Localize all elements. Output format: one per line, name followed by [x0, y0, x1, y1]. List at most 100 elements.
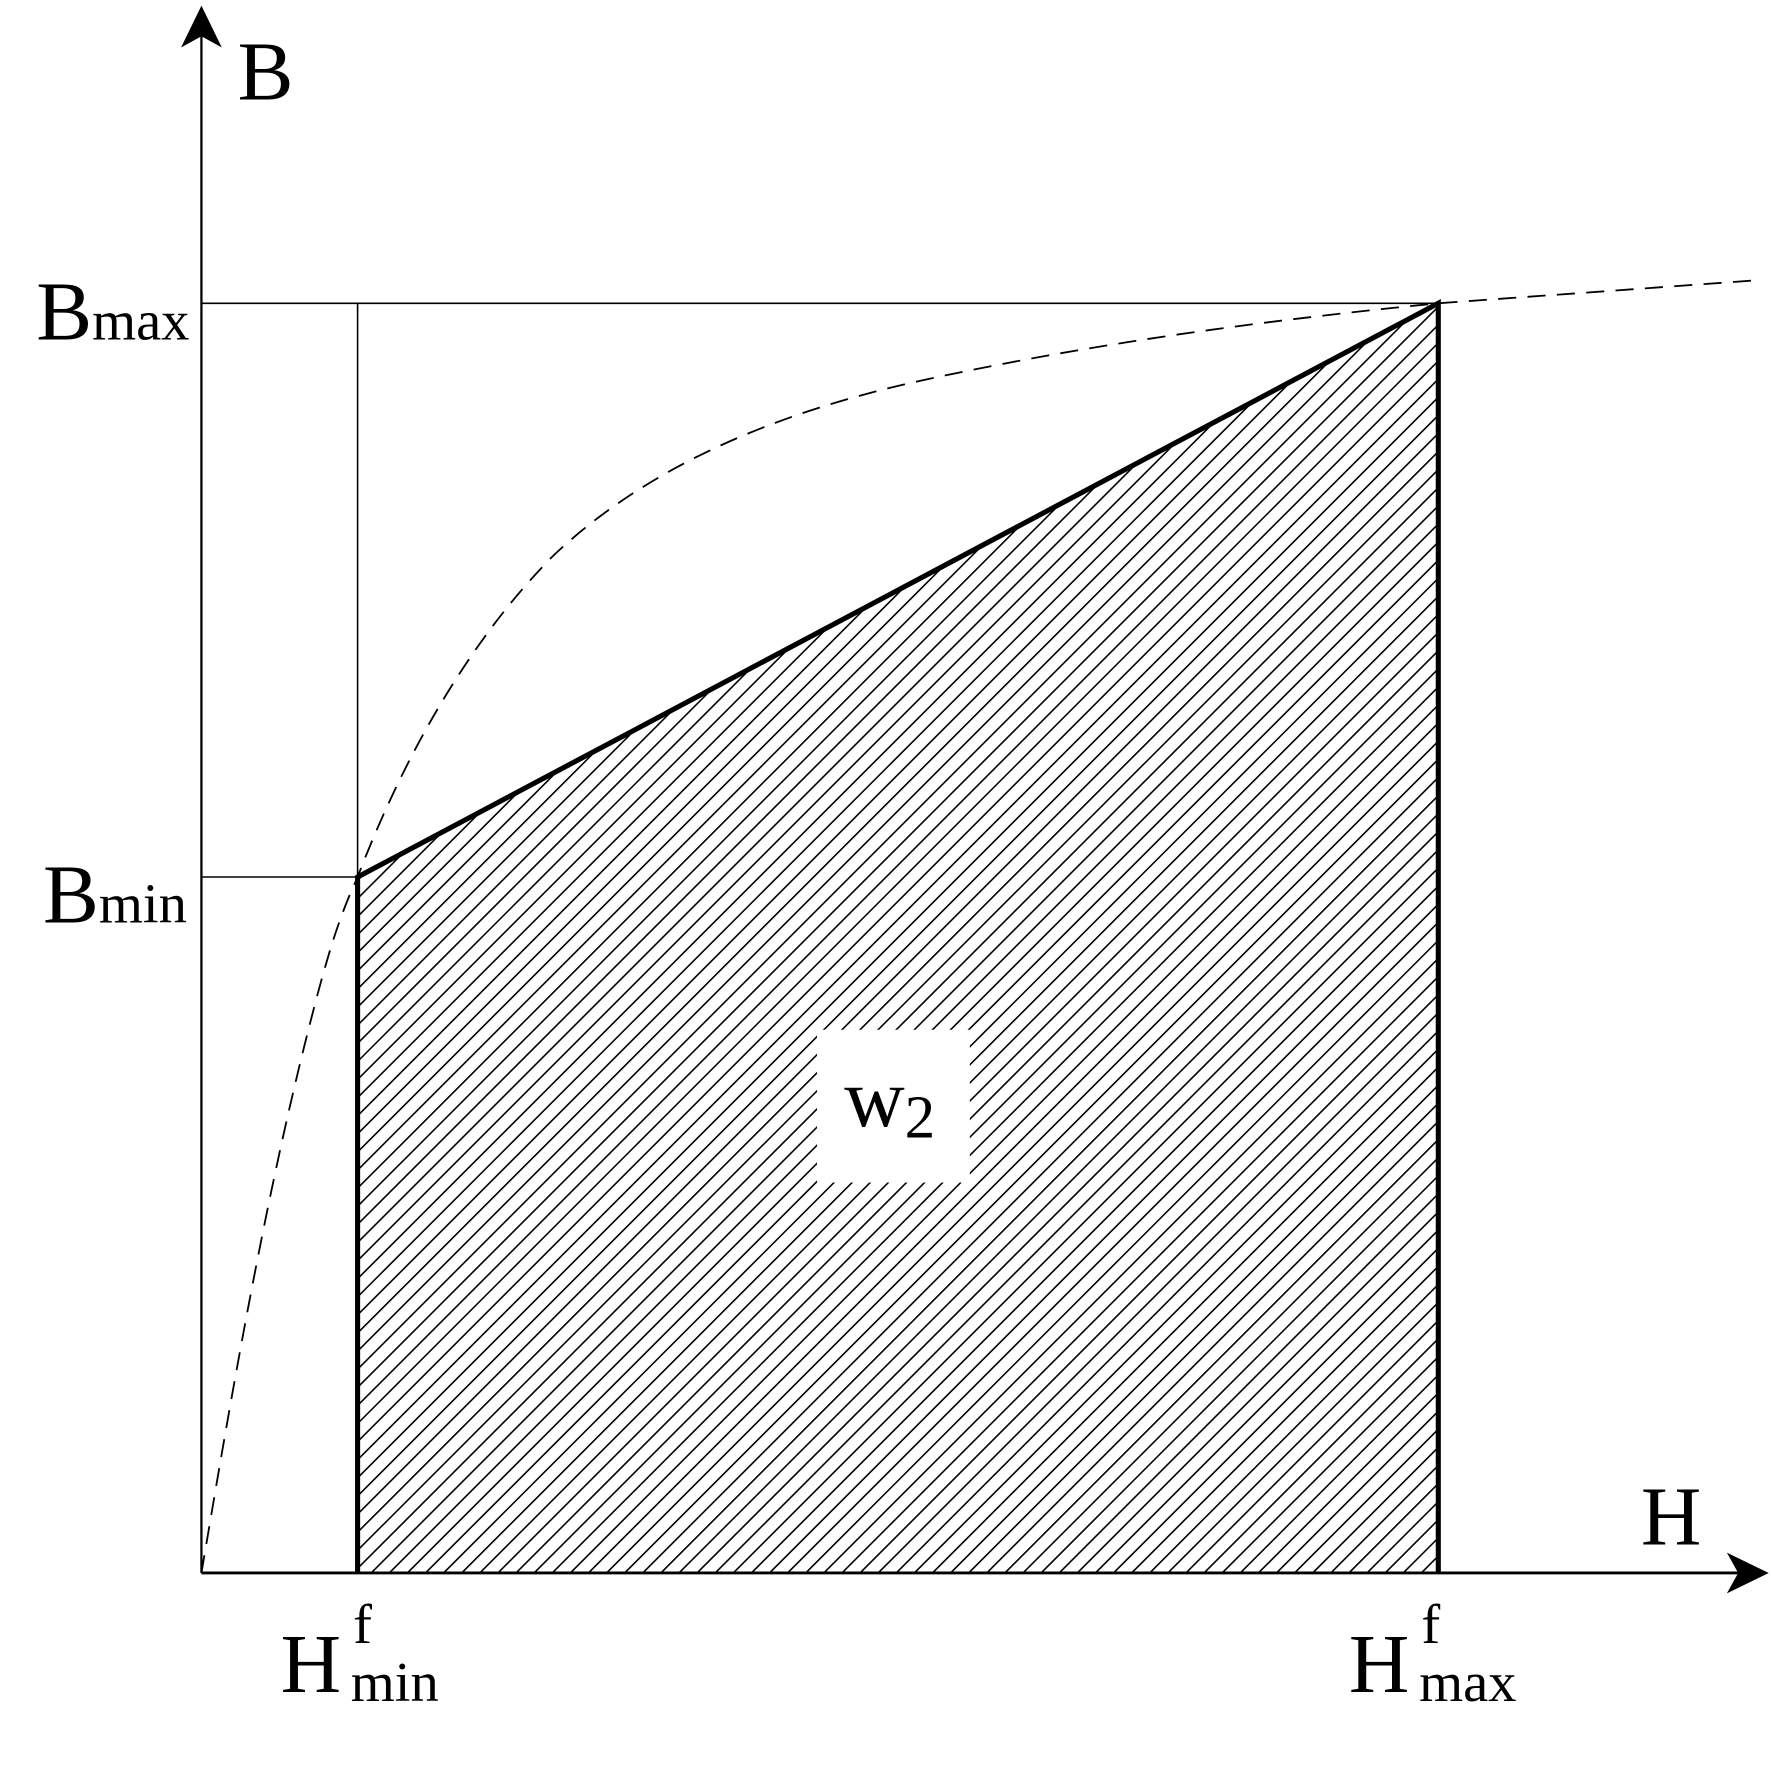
hatch-line	[1076, 303, 1439, 1573]
bh-curve	[200, 279, 1752, 1574]
hatch-line	[551, 303, 1439, 1573]
hatch-line	[768, 303, 1439, 1573]
hatch-line	[1131, 303, 1439, 1573]
hatch-line	[370, 303, 1439, 1573]
hatch-line	[1330, 303, 1439, 1573]
hmax-sub: max	[1419, 1652, 1516, 1714]
hatch-line	[913, 303, 1439, 1573]
hatch-line	[357, 303, 1439, 1573]
y-axis-arrow-icon	[181, 5, 222, 48]
x-axis-arrow-icon	[1726, 1552, 1769, 1594]
y-axis-label: B	[238, 26, 294, 119]
hatch-region	[357, 226, 1771, 1573]
hatch-line	[443, 303, 1439, 1573]
hmax-label: H	[1349, 1618, 1409, 1711]
hatch-line	[605, 303, 1439, 1573]
w2-label-background	[817, 1029, 970, 1183]
hatch-line	[461, 303, 1439, 1573]
hmax-sup: f	[1421, 1594, 1440, 1656]
hatch-line	[406, 303, 1439, 1573]
hatch-line	[1167, 303, 1439, 1573]
hatch-line	[497, 303, 1439, 1573]
hatch-line	[787, 303, 1439, 1573]
hmin-sup: f	[353, 1594, 372, 1656]
hatch-line	[357, 303, 1439, 1573]
hatch-line	[950, 303, 1439, 1573]
x-axis-label: H	[1641, 1471, 1701, 1564]
hatch-line	[357, 303, 1439, 1573]
hatch-line	[357, 303, 1439, 1573]
hatch-line	[357, 303, 1439, 1573]
hatch-line	[357, 303, 1439, 1573]
hatch-line	[1185, 303, 1439, 1573]
hatch-line	[642, 303, 1439, 1573]
bmin-label: Bmin	[43, 848, 187, 941]
w2-label: w2	[844, 1052, 935, 1151]
hatch-line	[1420, 303, 1439, 1573]
hatch-line	[1348, 303, 1439, 1573]
hatch-line	[424, 303, 1439, 1573]
hatch-line	[357, 303, 1393, 1573]
hatch-line	[357, 303, 1439, 1573]
hatch-line	[357, 303, 1321, 1573]
hatch-line	[357, 303, 1284, 1573]
hatch-line	[895, 303, 1439, 1573]
hatch-line	[357, 303, 1302, 1573]
hatch-line	[1458, 226, 1771, 1573]
hatch-line	[1058, 303, 1439, 1573]
hatch-line	[357, 303, 1439, 1573]
hatch-line	[357, 303, 1439, 1573]
hatch-line	[587, 303, 1439, 1573]
hatch-line	[714, 303, 1439, 1573]
hatch-line	[732, 303, 1439, 1573]
hatch-line	[696, 303, 1439, 1573]
hatch-line	[357, 303, 1266, 1573]
hatch-line	[388, 303, 1439, 1573]
hatch-line	[805, 303, 1439, 1573]
hatch-line	[1112, 303, 1439, 1573]
hatch-line	[357, 303, 1439, 1573]
hatch-line	[1004, 303, 1439, 1573]
hatch-line	[877, 303, 1439, 1573]
hatch-line	[357, 303, 1439, 1573]
hatch-line	[1312, 303, 1439, 1573]
hatch-line	[569, 303, 1439, 1573]
hatch-line	[357, 303, 1429, 1573]
region-boundary	[355, 299, 1441, 1573]
hatch-line	[660, 303, 1439, 1573]
hatch-line	[859, 303, 1439, 1573]
hatch-line	[1040, 303, 1439, 1573]
hatch-line	[1203, 303, 1439, 1573]
hmin-sub: min	[351, 1652, 439, 1714]
hatch-line	[515, 303, 1439, 1573]
hatch-line	[357, 303, 1439, 1573]
hatch-line	[968, 303, 1439, 1573]
hatch-line	[624, 303, 1439, 1573]
hatch-line	[357, 303, 1439, 1573]
hatch-line	[357, 303, 1248, 1573]
hatch-line	[1294, 303, 1439, 1573]
hatch-line	[823, 303, 1439, 1573]
hatch-line	[750, 303, 1439, 1573]
hatch-line	[986, 303, 1439, 1573]
hatch-line	[357, 303, 1439, 1573]
hatch-line	[1384, 303, 1439, 1573]
hatch-line	[841, 303, 1439, 1573]
hatch-line	[533, 303, 1439, 1573]
hatch-line	[1022, 303, 1439, 1573]
hatch-line	[1239, 303, 1439, 1573]
hatch-line	[678, 303, 1439, 1573]
hatch-line	[479, 303, 1439, 1573]
hatch-line	[1094, 303, 1439, 1573]
hatch-line	[1402, 303, 1439, 1573]
hatch-line	[1366, 303, 1439, 1573]
bmax-label: Bmax	[36, 265, 189, 358]
hatch-line	[1221, 303, 1439, 1573]
hatch-line	[357, 303, 1411, 1573]
hmin-label: H	[281, 1618, 341, 1711]
hatch-line	[1439, 226, 1771, 1573]
hatch-line	[357, 303, 1439, 1573]
hatch-line	[931, 303, 1439, 1573]
hatch-line	[1149, 303, 1439, 1573]
